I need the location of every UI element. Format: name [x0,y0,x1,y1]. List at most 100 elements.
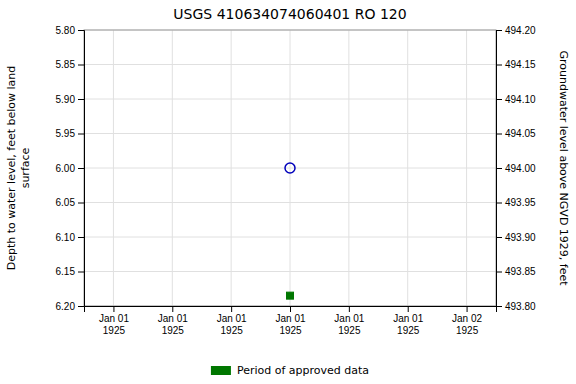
tick-mark [78,168,84,169]
tick: Jan 011925 [158,306,188,336]
title: USGS 410634074060401 RO 120 [173,6,406,22]
tick-label: Jan 021925 [452,313,482,336]
tick-label: Jan 011925 [158,313,188,336]
tick: 5.85 [56,59,84,70]
grid-line [290,30,291,306]
tick-label: 493.80 [505,301,536,312]
tick-mark [496,30,502,31]
y2-axis-label: Groundwater level above NGVD 1929, feet [557,50,570,286]
tick-mark [78,272,84,273]
tick: 5.95 [56,128,84,139]
tick-label: 494.15 [505,59,536,70]
grid [84,30,496,306]
tick-mark [496,272,502,273]
tick-mark [78,203,84,204]
grid-line [407,30,408,306]
tick: Jan 021925 [452,306,482,336]
chart: 5.80 5.85 5.90 5.95 6.00 6.05 6.10 6.15 6.20 494.… [0,0,576,384]
tick-label: 5.90 [56,94,76,105]
tick: Jan 011925 [275,306,305,336]
tick-mark [78,134,84,135]
grid-line [172,30,173,306]
tick-mark [349,306,350,312]
tick-label: 6.10 [56,232,76,243]
grid-line [113,30,114,306]
axis-line [78,31,85,307]
tick: 493.90 [496,232,536,243]
tick-label: 493.95 [505,197,536,208]
tick-mark [496,65,502,66]
tick-mark [290,306,291,312]
point [287,292,294,299]
tick-mark [78,30,84,31]
tick-mark [496,168,502,169]
tick: 493.80 [496,301,536,312]
tick-label: Jan 011925 [217,313,247,336]
tick-mark [78,65,84,66]
tick: 6.05 [56,197,84,208]
tick-mark [78,237,84,238]
tick-label: 494.10 [505,94,536,105]
tick: 493.85 [496,266,536,277]
tick-mark [496,134,502,135]
tick-label: Jan 011925 [99,313,129,336]
point [285,163,295,173]
tick-mark [496,237,502,238]
tick: Jan 011925 [217,306,247,336]
tick-label: 5.80 [56,25,76,36]
tick-label: Jan 011925 [275,313,305,336]
y-axis-label: Depth to water level, feet below landsur… [5,66,31,271]
tick: Jan 011925 [393,306,423,336]
tick-label: Jan 011925 [334,313,364,336]
tick-label: 494.20 [505,25,536,36]
tick-mark [78,99,84,100]
tick: Jan 011925 [334,306,364,336]
tick: 494.00 [496,163,536,174]
y2-axis: 494.20 494.15 494.10 494.05 494.00 493.95 493.… [496,25,536,312]
tick-mark [78,306,84,307]
tick: 494.20 [496,25,536,36]
tick-label: 6.05 [56,197,76,208]
tick: 5.80 [56,25,84,36]
series [285,163,295,173]
tick: 494.15 [496,59,536,70]
tick-label: 494.05 [505,128,536,139]
tick: 494.10 [496,94,536,105]
grid-line [466,30,467,306]
tick-mark [113,306,114,312]
grid-line [348,30,349,306]
axis-line [85,307,497,313]
tick-label: 6.20 [56,301,76,312]
tick: 6.10 [56,232,84,243]
legend-item: Period of approved data [211,364,369,377]
series [287,292,294,299]
tick-label: 493.85 [505,266,536,277]
tick-mark [496,99,502,100]
tick: 493.95 [496,197,536,208]
axis-line [497,31,503,307]
y-axis: 5.80 5.85 5.90 5.95 6.00 6.05 6.10 6.15 6.20 [56,25,85,312]
legend-swatch [211,366,231,375]
tick: 6.20 [56,301,84,312]
tick-mark [231,306,232,312]
tick: 494.05 [496,128,536,139]
tick-mark [467,306,468,312]
plot-frame [84,30,496,306]
x-axis: Jan 011925 Jan 011925 Jan 011925 Jan 011925… [85,306,497,336]
tick-label: 5.85 [56,59,76,70]
legend: Period of approved data [211,364,369,377]
tick-label: 6.15 [56,266,76,277]
plot: 5.80 5.85 5.90 5.95 6.00 6.05 6.10 6.15 6.20 494.… [56,25,536,336]
tick-label: 494.00 [505,163,536,174]
tick: 5.90 [56,94,84,105]
tick-label: 6.00 [56,163,76,174]
marks [285,163,295,299]
tick-mark [496,203,502,204]
tick-label: 493.90 [505,232,536,243]
grid-line [231,30,232,306]
tick-mark [408,306,409,312]
tick-mark [172,306,173,312]
tick: 6.00 [56,163,84,174]
tick: 6.15 [56,266,84,277]
tick: Jan 011925 [99,306,129,336]
